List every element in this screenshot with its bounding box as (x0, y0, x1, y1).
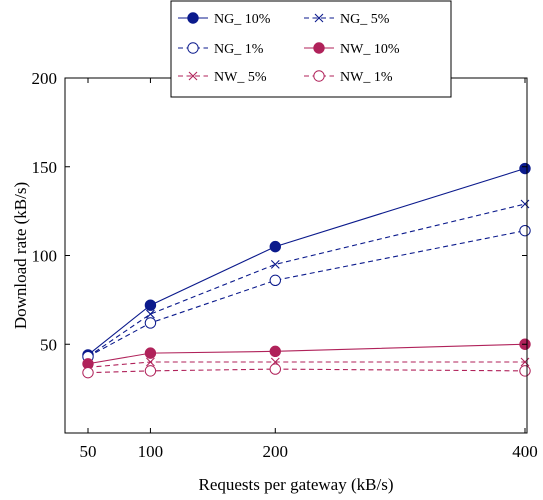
data-point (146, 309, 155, 319)
legend-swatch-marker (314, 13, 324, 23)
legend: NG_ 10% NG_ 5% NG_ 1% NW_ 10% NW_ 5% NW_ 1% (170, 0, 452, 98)
legend-swatch-marker (187, 12, 199, 24)
series-5 (82, 363, 531, 379)
x-tick-label: 200 (263, 442, 289, 461)
legend-label: NG_ 1% (214, 42, 264, 57)
plot-area (82, 162, 531, 379)
y-tick-label: 150 (32, 158, 58, 177)
y-axis-label: Download rate (kB/s) (11, 182, 30, 329)
data-point (269, 240, 281, 253)
legend-entry: NW_ 5% (178, 70, 267, 85)
data-point (520, 199, 530, 209)
series-2 (82, 224, 531, 363)
data-point (520, 357, 530, 367)
x-tick-label: 50 (80, 442, 97, 461)
series-line (87, 203, 526, 358)
axis-ticks: 50 100 200 400 50 100 150 200 (32, 69, 538, 461)
legend-label: NW_ 1% (340, 70, 393, 85)
x-tick-label: 400 (512, 442, 538, 461)
legend-swatch-marker (187, 42, 199, 54)
legend-swatch-marker (188, 71, 198, 81)
series-line (87, 167, 526, 356)
legend-entry: NW_ 1% (304, 70, 393, 85)
data-point (269, 345, 281, 358)
legend-box (170, 0, 452, 98)
series-line (87, 343, 526, 365)
data-point (519, 365, 531, 377)
data-point (270, 259, 280, 269)
legend-label: NG_ 5% (340, 12, 390, 27)
series-1 (83, 199, 530, 362)
series-0 (82, 162, 531, 361)
legend-swatch-marker (313, 70, 325, 82)
legend-label: NG_ 10% (214, 12, 271, 27)
series-3 (82, 338, 531, 370)
legend-label: NW_ 10% (340, 42, 400, 57)
x-tick-label: 100 (138, 442, 164, 461)
y-tick-label: 50 (40, 335, 57, 354)
legend-entry: NG_ 10% (178, 12, 271, 27)
legend-label: NW_ 5% (214, 70, 267, 85)
data-point (269, 363, 281, 375)
y-tick-label: 100 (32, 247, 58, 266)
series-line (87, 230, 526, 358)
data-point (146, 357, 155, 367)
data-point (144, 317, 157, 329)
legend-swatch-marker (313, 42, 325, 54)
data-point (519, 162, 531, 175)
data-point (269, 274, 281, 287)
legend-entry: NW_ 10% (304, 42, 400, 57)
data-point (144, 299, 157, 311)
data-point (144, 365, 157, 377)
legend-entry: NG_ 1% (178, 42, 264, 57)
y-tick-label: 200 (32, 69, 58, 88)
plot-frame (64, 77, 528, 434)
legend-entry: NG_ 5% (304, 12, 390, 27)
data-point (144, 347, 157, 359)
data-point (519, 224, 531, 237)
x-axis-label: Requests per gateway (kB/s) (199, 475, 394, 494)
data-point (82, 366, 94, 379)
